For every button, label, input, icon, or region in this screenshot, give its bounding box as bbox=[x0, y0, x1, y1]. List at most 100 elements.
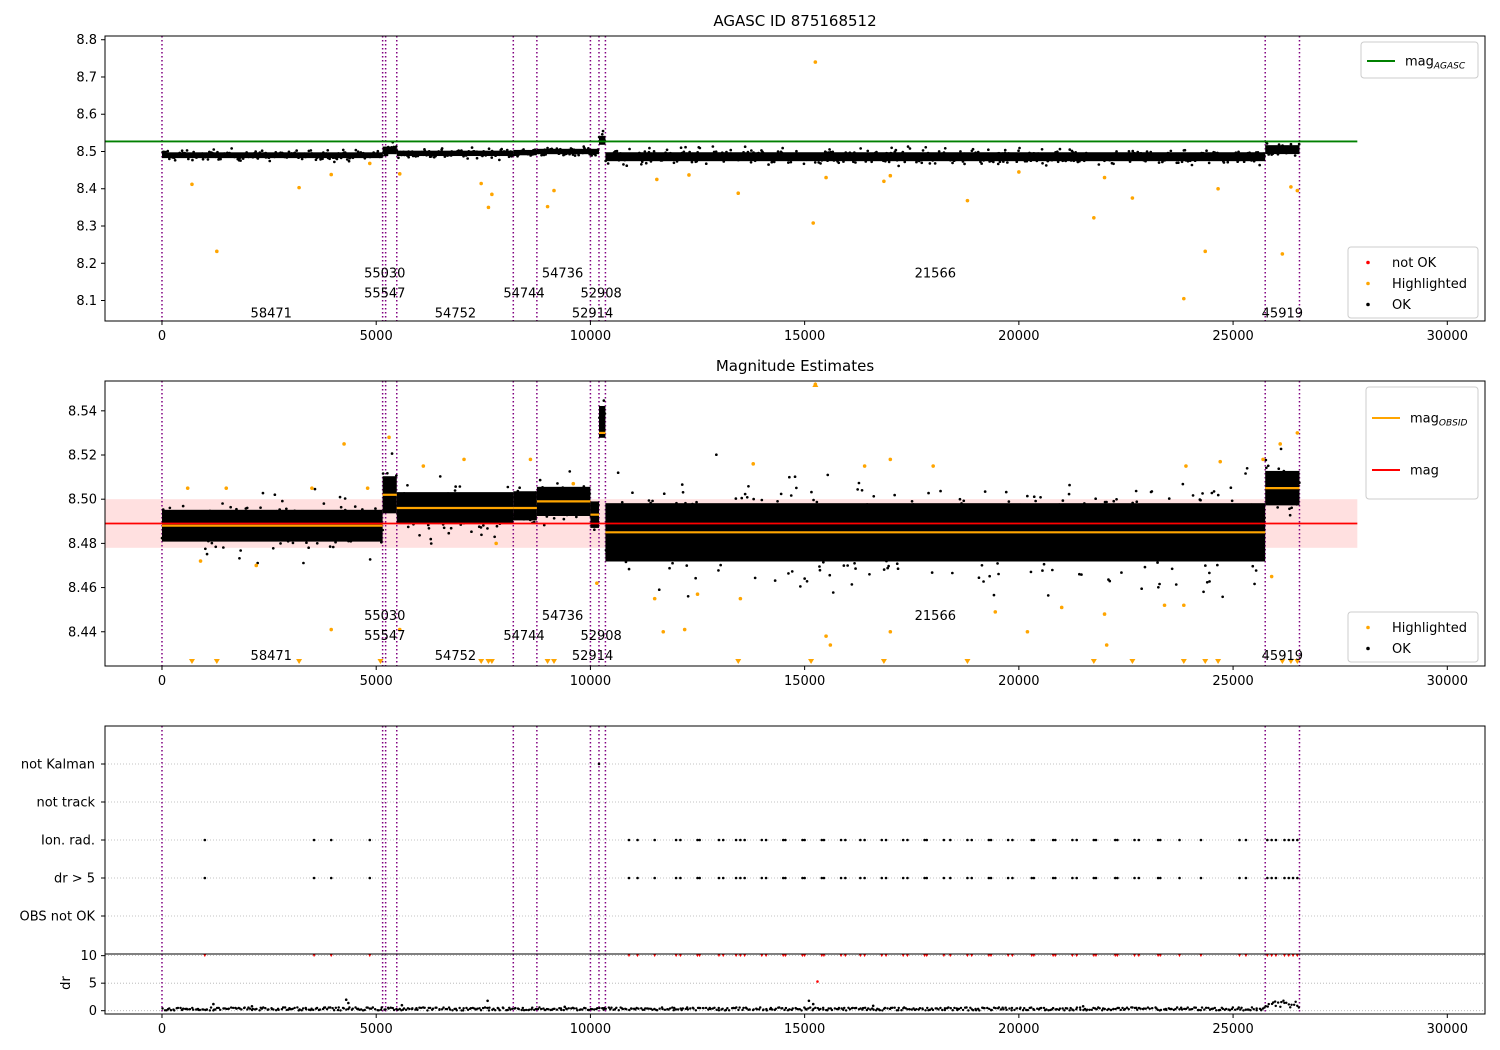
flag-point bbox=[884, 876, 888, 880]
dr-capped-marker bbox=[367, 953, 372, 958]
flag-point bbox=[949, 838, 952, 842]
flag-point bbox=[863, 876, 866, 880]
flag-point bbox=[987, 876, 991, 880]
flag-point bbox=[781, 838, 785, 842]
flag-point bbox=[1199, 876, 1203, 880]
flag-point bbox=[1287, 876, 1291, 880]
offscale-low-marker bbox=[1294, 659, 1301, 664]
flag-point bbox=[696, 838, 699, 842]
ok-point-dense-core bbox=[1265, 145, 1300, 155]
y-tick-label: 8.50 bbox=[68, 493, 97, 508]
agasc-magnitude-panel: AGASC ID 875168512 0 5000 10000 15000 20000 2… bbox=[76, 12, 1486, 344]
offscale-low-marker bbox=[880, 659, 887, 664]
flag-point bbox=[1266, 876, 1269, 880]
offscale-low-marker bbox=[1279, 659, 1286, 664]
highlighted-point bbox=[1269, 574, 1274, 579]
x-tick-label: 15000 bbox=[784, 1022, 825, 1037]
highlighted-point bbox=[1261, 457, 1265, 462]
x-tick-label: 10000 bbox=[570, 329, 611, 344]
flag-point bbox=[989, 876, 993, 880]
flag-point bbox=[859, 876, 862, 880]
flag-point bbox=[1274, 876, 1278, 880]
offscale-low-marker bbox=[1215, 659, 1222, 664]
ok-point-dense-core bbox=[382, 146, 397, 155]
flag-point bbox=[863, 838, 866, 842]
magnitude-estimates-frame bbox=[104, 380, 1486, 667]
highlighted-point bbox=[1102, 612, 1107, 616]
flag-point bbox=[679, 876, 682, 880]
highlighted-point bbox=[751, 462, 756, 466]
dr-capped-marker bbox=[965, 953, 970, 958]
obsid-label: 54752 bbox=[435, 306, 476, 321]
flag-point bbox=[1156, 838, 1160, 842]
offscale-low-marker bbox=[808, 659, 815, 664]
dr-capped-marker bbox=[1070, 953, 1075, 958]
flag-point bbox=[803, 876, 806, 880]
flag-point bbox=[653, 876, 656, 880]
flag-point bbox=[627, 838, 631, 842]
flag-point bbox=[674, 876, 678, 880]
highlighted-point bbox=[387, 435, 391, 440]
legend-label: not OK bbox=[1392, 256, 1437, 271]
highlighted-point bbox=[545, 204, 550, 209]
x-tick-label: 25000 bbox=[1212, 674, 1253, 689]
dr-capped-marker bbox=[203, 953, 207, 958]
highlighted-point bbox=[695, 592, 700, 596]
flag-point bbox=[1133, 838, 1136, 842]
dr-point bbox=[212, 1002, 215, 1006]
ok-point-dense-core bbox=[513, 491, 537, 521]
flag-point bbox=[1137, 838, 1141, 842]
highlighted-point bbox=[1295, 188, 1300, 193]
highlighted-point bbox=[342, 442, 346, 446]
dr-capped-marker bbox=[652, 953, 657, 958]
ok-point-dense-core bbox=[161, 152, 383, 159]
flag-point bbox=[1266, 838, 1269, 842]
flag-point bbox=[743, 876, 746, 880]
highlighted-point bbox=[888, 173, 893, 178]
flag-point bbox=[698, 876, 701, 880]
flag-point bbox=[1075, 838, 1078, 842]
flags-panel: not Kalman not track Ion. rad. dr > 5 OBS no… bbox=[20, 725, 1486, 955]
flag-point bbox=[1075, 876, 1078, 880]
dr-capped-marker bbox=[989, 953, 993, 958]
y-tick-label: 8.7 bbox=[76, 70, 97, 85]
x-tick-label: 25000 bbox=[1212, 329, 1253, 344]
flag-point bbox=[1006, 838, 1010, 842]
highlighted-point bbox=[486, 205, 491, 210]
flag-point bbox=[368, 876, 372, 880]
offscale-low-marker bbox=[1287, 659, 1294, 664]
flag-point bbox=[1137, 876, 1141, 880]
flag-point bbox=[329, 838, 333, 842]
flag-point bbox=[1006, 876, 1010, 880]
highlighted-point bbox=[479, 181, 483, 186]
dr-capped-marker bbox=[802, 953, 807, 958]
flag-point bbox=[1071, 838, 1074, 842]
x-tick-label: 15000 bbox=[784, 329, 825, 344]
legend-status-box bbox=[1347, 611, 1479, 663]
flag-point bbox=[1051, 838, 1055, 842]
flag-point bbox=[734, 876, 738, 880]
y-tick-label: 8.5 bbox=[76, 145, 97, 160]
dr-capped-marker bbox=[879, 953, 884, 958]
dr-capped-marker bbox=[905, 953, 910, 958]
category-label: OBS not OK bbox=[20, 910, 96, 925]
obsid-label: 21566 bbox=[915, 267, 956, 282]
magnitude-estimates-title: Magnitude Estimates bbox=[716, 357, 874, 375]
flag-point bbox=[844, 876, 847, 880]
flag-point bbox=[822, 876, 826, 880]
highlighted-point bbox=[365, 486, 370, 490]
dr-capped-marker bbox=[884, 953, 888, 958]
flag-point bbox=[312, 838, 316, 842]
y-tick-label: 10 bbox=[80, 949, 97, 964]
legend-dot-swatch bbox=[1366, 625, 1370, 630]
dr-capped-marker bbox=[1115, 953, 1120, 958]
flag-point bbox=[970, 876, 974, 880]
dr-capped-marker bbox=[822, 953, 826, 958]
legend-label: OK bbox=[1392, 642, 1411, 657]
dr-capped-marker bbox=[1032, 953, 1036, 958]
flag-point bbox=[696, 876, 699, 880]
y-tick-label: 8.54 bbox=[68, 404, 97, 419]
dr-capped-marker bbox=[674, 953, 678, 958]
flag-point bbox=[820, 838, 824, 842]
flag-point bbox=[1116, 876, 1119, 880]
